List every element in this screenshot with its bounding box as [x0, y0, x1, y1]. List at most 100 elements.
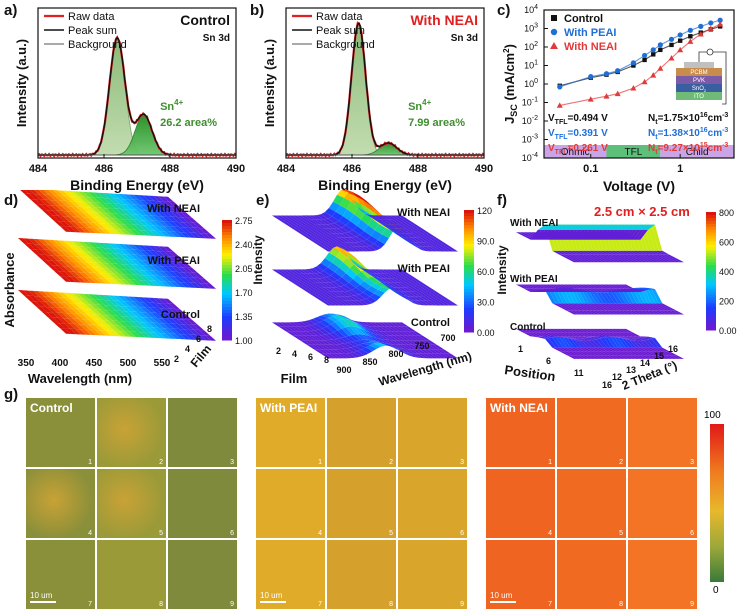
colorbar-segment	[222, 250, 232, 254]
pl-surface-0	[311, 237, 323, 243]
absorbance-surface-0	[130, 229, 141, 236]
pl-surface-1	[397, 269, 409, 274]
tile-number: 1	[548, 459, 552, 466]
xrd-surface-0	[574, 232, 586, 236]
absorbance-surface-0	[119, 224, 130, 230]
pl-surface-1	[409, 287, 421, 292]
xrd-surface-2	[566, 355, 578, 359]
absorbance-surface-2	[79, 298, 90, 305]
pl-surface-1	[395, 292, 407, 299]
colorbar-segment	[464, 286, 474, 290]
absorbance-surface-1	[60, 250, 71, 257]
xrd-surface-0	[636, 254, 648, 259]
pl-surface-0	[363, 200, 375, 213]
pl-surface-1	[414, 282, 426, 288]
absorbance-surface-1	[68, 240, 79, 247]
absorbance-surface-1	[118, 243, 129, 250]
xrd-surface-0	[577, 250, 589, 255]
pl-surface-0	[357, 246, 369, 252]
pl-surface-2	[367, 339, 379, 343]
xrd-surface-0	[618, 250, 630, 255]
absorbance-surface-2	[200, 335, 211, 341]
x-tick-label-control: 486	[95, 163, 113, 175]
colorbar-segment	[464, 280, 474, 284]
absorbance-surface-0	[142, 215, 153, 221]
absorbance-surface-1	[40, 249, 51, 256]
pl-map-tile-neai: 7	[486, 540, 555, 609]
absorbance-surface-2	[105, 305, 116, 311]
absorbance-surface-2	[139, 327, 150, 333]
absorbance-surface-0	[57, 210, 68, 217]
absorbance-surface-1	[102, 263, 113, 269]
tile-number: 2	[159, 459, 163, 466]
absorbance-surface-2	[110, 330, 121, 337]
pl-surface-0	[369, 214, 381, 220]
vtfl-label-part: =0.494 V	[568, 113, 609, 124]
pl-surface-2	[362, 329, 374, 338]
pl-surface-2	[403, 348, 415, 354]
pl-surface-2	[332, 338, 344, 345]
colorbar-segment	[706, 250, 716, 254]
xrd-surface-0	[567, 232, 579, 236]
absorbance-surface-2	[133, 296, 144, 303]
xrd-surface-1	[592, 307, 604, 311]
pl-surface-2	[363, 339, 375, 342]
xrd-surface-2	[614, 351, 626, 356]
y-tick-label: 100	[524, 78, 538, 89]
absorbance-surface-1	[65, 250, 76, 257]
film-tick-label: 6	[196, 334, 201, 344]
pl-map-tile-peai: 2	[327, 398, 396, 467]
colorbar-tick-label: 2.05	[235, 264, 253, 274]
colorbar-segment	[464, 322, 474, 327]
pl-surface-1	[413, 287, 425, 292]
pl-surface-1	[342, 257, 354, 269]
absorbance-surface-0	[65, 200, 76, 207]
absorbance-surface-0	[30, 198, 41, 205]
xrd-surface-2	[577, 351, 589, 356]
absorbance-surface-0	[136, 209, 147, 216]
xrd-surface-2	[538, 328, 549, 333]
pl-surface-2	[360, 324, 372, 330]
pl-surface-2	[323, 317, 335, 325]
xrd-surface-2	[647, 351, 659, 356]
absorbance-surface-1	[77, 261, 88, 268]
absorbance-surface-1	[163, 271, 174, 277]
absorbance-surface-1	[139, 250, 150, 256]
colorbar-segment	[464, 261, 474, 266]
pl-surface-2	[442, 353, 454, 359]
colorbar-segment	[222, 334, 232, 338]
pl-surface-2	[272, 322, 284, 327]
pl-surface-1	[350, 295, 362, 301]
xrd-surface-1	[599, 303, 611, 308]
pl-surface-2	[401, 340, 413, 345]
absorbance-surface-0	[121, 209, 132, 215]
absorbance-surface-1	[127, 264, 138, 270]
xrd-surface-1	[611, 291, 622, 304]
colorbar-segment	[464, 271, 474, 275]
colorbar-segment	[222, 229, 232, 233]
absorbance-surface-2	[80, 329, 91, 335]
pl-surface-1	[400, 273, 412, 279]
pl-surface-1	[356, 271, 368, 281]
pl-surface-2	[397, 340, 409, 345]
xrd-surface-2	[541, 336, 553, 339]
pl-surface-1	[399, 278, 411, 283]
xrd-surface-2	[581, 332, 593, 337]
pl-surface-0	[297, 228, 309, 234]
x-tick-label-control: 488	[161, 163, 179, 175]
pl-surface-2	[311, 323, 323, 330]
pl-surface-0	[418, 246, 430, 252]
theta-tick-label: 15	[654, 351, 664, 361]
colorbar-tick-label: 90.0	[477, 237, 495, 247]
pl-surface-1	[329, 300, 341, 306]
absorbance-surface-1	[158, 270, 169, 277]
colorbar-tick-label: 2.40	[235, 240, 253, 250]
xrd-surface-1	[527, 284, 538, 289]
absorbance-surface-1	[78, 266, 89, 273]
layer-label: With PEAI	[510, 274, 558, 285]
absorbance-surface-2	[33, 290, 44, 297]
absorbance-surface-0	[187, 217, 198, 224]
xrd-surface-1	[654, 310, 666, 315]
xrd-surface-0	[636, 258, 648, 263]
